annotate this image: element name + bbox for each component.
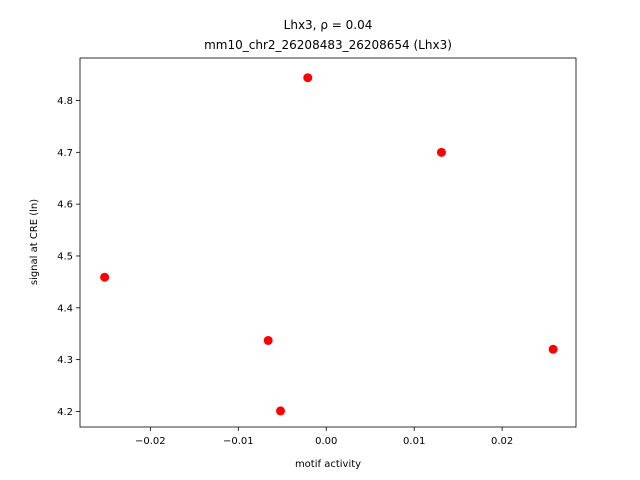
y-axis-label: signal at CRE (ln) (29, 199, 40, 285)
y-tick-label: 4.5 (57, 251, 73, 262)
x-tick-label: −0.01 (223, 436, 254, 447)
data-point (276, 406, 286, 416)
y-tick-label: 4.2 (57, 407, 73, 418)
x-tick-label: 0.00 (315, 436, 337, 447)
data-point (548, 344, 558, 354)
data-point (303, 73, 313, 83)
chart-title-line-1: Lhx3, ρ = 0.04 (284, 18, 373, 32)
y-tick-label: 4.3 (57, 355, 73, 366)
data-point (100, 272, 110, 282)
data-point (436, 147, 446, 157)
y-tick-label: 4.6 (57, 200, 73, 211)
x-axis-label: motif activity (295, 459, 361, 470)
y-tick-label: 4.8 (57, 96, 73, 107)
plot-area: −0.02 −0.01 0.00 0.01 0.02 4.2 4.3 4.4 4.5 4.6 4.7… (57, 57, 577, 447)
data-point (263, 335, 273, 345)
y-tick-label: 4.4 (57, 303, 73, 314)
axes-frame (79, 57, 577, 428)
chart-title-line-2: mm10_chr2_26208483_26208654 (Lhx3) (204, 38, 452, 52)
y-tick-label: 4.7 (57, 148, 73, 159)
x-tick-label: −0.02 (135, 436, 166, 447)
x-tick-label: 0.01 (403, 436, 425, 447)
x-tick-label: 0.02 (491, 436, 513, 447)
